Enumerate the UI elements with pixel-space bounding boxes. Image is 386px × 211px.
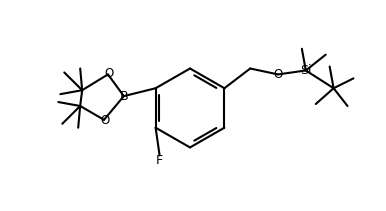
Text: Si: Si: [300, 64, 312, 77]
Text: O: O: [100, 114, 110, 127]
Text: F: F: [156, 154, 163, 167]
Text: B: B: [120, 90, 128, 103]
Text: O: O: [104, 67, 113, 80]
Text: O: O: [273, 68, 283, 81]
